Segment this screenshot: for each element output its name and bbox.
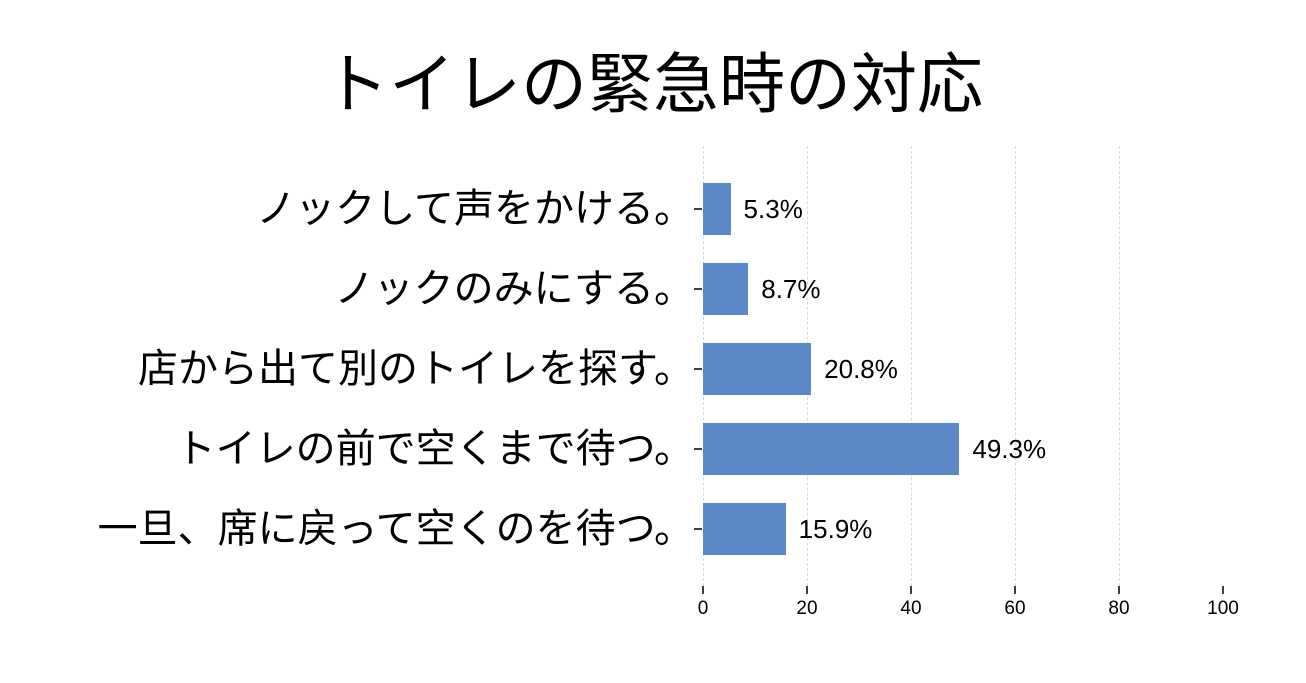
- category-label: トイレの前で空くまで待つ。: [175, 427, 694, 471]
- x-axis-tick: [806, 586, 808, 594]
- x-axis-tick-label: 40: [900, 598, 922, 619]
- x-axis-tick-label: 20: [796, 598, 818, 619]
- bar: [703, 183, 731, 235]
- category-tick: [694, 528, 702, 530]
- data-label: 20.8%: [824, 354, 898, 384]
- x-axis-tick: [702, 586, 704, 594]
- bar: [703, 263, 749, 315]
- plot-area: 5.3% 8.7% 20.8% 49.3% 15.9%: [694, 146, 1223, 586]
- category-tick: [694, 288, 702, 290]
- x-axis-tick: [1222, 586, 1224, 594]
- data-label: 49.3%: [972, 434, 1047, 464]
- category-tick: [694, 368, 702, 370]
- category-axis-labels: ノックして声をかける。ノックのみにする。店から出て別のトイレを探す。トイレの前で…: [97, 187, 694, 551]
- category-label: 一旦、席に戻って空くのを待つ。: [97, 507, 694, 551]
- data-label: 8.7%: [761, 274, 821, 304]
- bar: [703, 343, 812, 395]
- bar: [703, 503, 786, 555]
- category-label: 店から出て別のトイレを探す。: [138, 347, 694, 391]
- x-axis-tick-label: 80: [1108, 598, 1130, 619]
- x-axis-tick-label: 0: [697, 598, 709, 619]
- data-label: 15.9%: [798, 514, 873, 544]
- category-tick: [694, 448, 702, 450]
- x-axis-tick: [1118, 586, 1120, 594]
- gridline: [1015, 146, 1016, 586]
- category-label: ノックのみにする。: [334, 267, 694, 311]
- chart-title: トイレの緊急時の対応: [323, 47, 983, 121]
- x-axis-tick: [1014, 586, 1016, 594]
- x-axis-tick-label: 100: [1207, 598, 1239, 619]
- category-tick: [694, 208, 702, 210]
- bar: [703, 423, 960, 475]
- gridline: [1119, 146, 1120, 586]
- data-label: 5.3%: [743, 194, 803, 224]
- gridline: [911, 146, 912, 586]
- category-label: ノックして声をかける。: [256, 187, 694, 231]
- x-axis-tick-label: 60: [1004, 598, 1026, 619]
- x-axis-tick: [910, 586, 912, 594]
